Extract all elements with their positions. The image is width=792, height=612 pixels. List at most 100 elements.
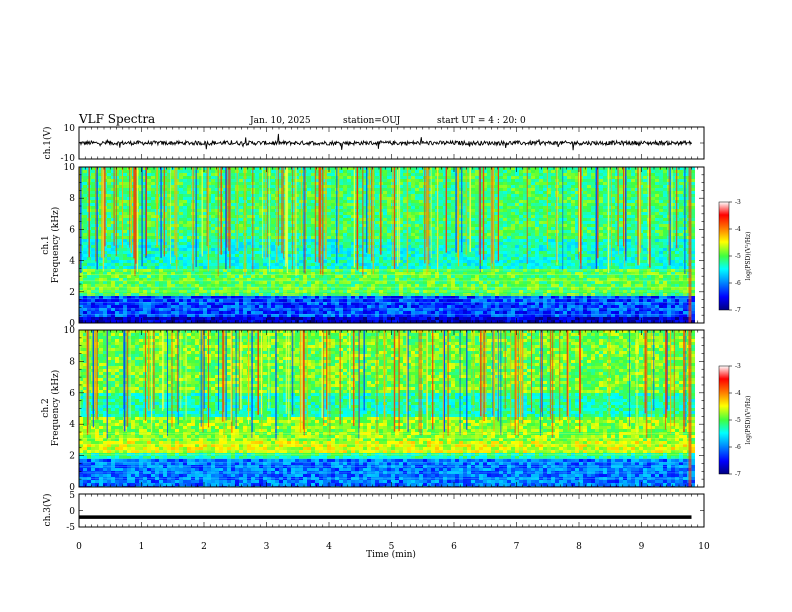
spectrogram-cell [387, 281, 392, 285]
spectrogram-cell [307, 212, 312, 216]
spectrogram-cell [391, 173, 396, 177]
spectrogram-cell [147, 224, 152, 228]
spectrogram-cell [123, 320, 128, 323]
spectrogram-cell [223, 287, 228, 291]
spectrogram-cell [147, 182, 152, 186]
spectrogram-cell [127, 206, 132, 210]
spectrogram-cell [255, 299, 260, 303]
spectrogram-cell [359, 191, 364, 195]
spectrogram-cell [127, 245, 132, 249]
spectrogram-cell [395, 299, 400, 303]
spectrogram-cell [399, 281, 404, 285]
spectrogram-cell [235, 260, 240, 264]
spectrogram-cell [343, 179, 348, 183]
spectrogram-cell [187, 284, 192, 288]
spectrogram-cell [407, 221, 412, 225]
spectrogram-cell [419, 221, 424, 225]
spectrogram-cell [203, 260, 208, 264]
spectrogram-cell [171, 269, 176, 273]
spectrogram-cell [171, 287, 176, 291]
spectrogram-cell [243, 284, 248, 288]
spectrogram-cell [403, 263, 408, 267]
spectrogram-cell [147, 242, 152, 246]
spectrogram-cell [295, 224, 300, 228]
spectrogram-cell [215, 248, 220, 252]
spectrogram-cell [391, 269, 396, 273]
spectrogram-cell [443, 203, 448, 207]
spectrogram-cell [79, 311, 84, 315]
spectrogram-cell [439, 248, 444, 252]
spectrogram-cell [259, 224, 264, 228]
spectrogram-cell [387, 317, 392, 321]
spectrogram-cell [415, 260, 420, 264]
spectrogram-cell [215, 260, 220, 264]
spectrogram-cell [167, 197, 172, 201]
spectrogram-cell [187, 257, 192, 261]
spectrogram-cell [183, 317, 188, 321]
spectrogram-cell [183, 254, 188, 258]
spectrogram-cell [311, 284, 316, 288]
spectrogram-cell [227, 278, 232, 282]
spectrogram-cell [339, 212, 344, 216]
spectrogram-cell [215, 236, 220, 240]
spectrogram-cell [351, 254, 356, 258]
spectrogram-cell [147, 212, 152, 216]
spectrogram-cell [383, 176, 388, 180]
spectrogram-cell [215, 251, 220, 255]
spectrogram-cell [179, 284, 184, 288]
spectrogram-cell [83, 179, 88, 183]
spectrogram-cell [163, 284, 168, 288]
spectrogram-cell [195, 257, 200, 261]
spectrogram-cell [223, 290, 228, 294]
spectrogram-cell [195, 260, 200, 264]
spectrogram-cell [167, 290, 172, 294]
spectrogram-cell [391, 248, 396, 252]
spectrogram-cell [187, 176, 192, 180]
spectrogram-cell [227, 314, 232, 318]
spectrogram-cell [403, 278, 408, 282]
spectrogram-cell [271, 188, 276, 192]
spectrogram-cell [363, 320, 368, 323]
spectrogram-cell [239, 281, 244, 285]
spectrogram-cell [135, 290, 140, 294]
spectrogram-cell [315, 248, 320, 252]
spectrogram-cell [255, 314, 260, 318]
spectrogram-cell [223, 206, 228, 210]
spectrogram-cell [171, 194, 176, 198]
spectrogram-cell [267, 284, 272, 288]
spectrogram-cell [351, 296, 356, 300]
spectrogram-cell [207, 263, 212, 267]
spectrogram-cell [107, 257, 112, 261]
spectrogram-cell [339, 203, 344, 207]
spectrogram-cell [423, 290, 428, 294]
spectrogram-cell [335, 266, 340, 270]
spectrogram-cell [231, 272, 236, 276]
spectrogram-cell [123, 236, 128, 240]
spectrogram-cell [251, 278, 256, 282]
spectrogram-cell [423, 287, 428, 291]
spectrogram-cell [111, 200, 116, 204]
spectrogram-cell [127, 266, 132, 270]
spectrogram-cell [323, 230, 328, 234]
spectrogram-cell [199, 239, 204, 243]
spectrogram-cell [139, 179, 144, 183]
spectrogram-cell [183, 227, 188, 231]
spectrogram-cell [231, 305, 236, 309]
spectrogram-cell [251, 275, 256, 279]
spectrogram-cell [379, 287, 384, 291]
spectrogram-cell [255, 227, 260, 231]
spectrogram-cell [383, 227, 388, 231]
spectrogram-cell [111, 299, 116, 303]
spectrogram-cell [435, 275, 440, 279]
spectrogram-cell [187, 278, 192, 282]
spectrogram-cell [151, 194, 156, 198]
spectrogram-cell [147, 191, 152, 195]
spectrogram-cell [143, 281, 148, 285]
spectrogram-cell [235, 311, 240, 315]
spectrogram-cell [223, 260, 228, 264]
spectrogram-cell [119, 269, 124, 273]
spectrogram-cell [347, 311, 352, 315]
spectrogram-cell [291, 275, 296, 279]
spectrogram-cell [279, 293, 284, 297]
spectrogram-cell [207, 188, 212, 192]
